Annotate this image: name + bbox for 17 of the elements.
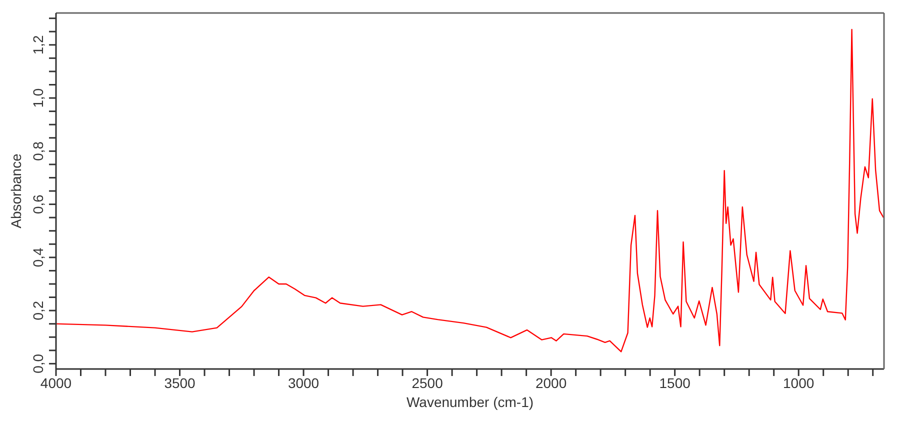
y-tick-label: 0,4 xyxy=(30,247,46,268)
y-axis-title: Absorbance xyxy=(8,153,24,228)
x-axis-title: Wavenumber (cm-1) xyxy=(406,394,534,410)
x-tick-label: 3500 xyxy=(164,374,196,391)
x-tick-label: 3000 xyxy=(288,374,320,391)
y-tick-label: 0,6 xyxy=(30,194,46,214)
line-series xyxy=(56,28,884,352)
x-tick-label: 1500 xyxy=(659,374,691,391)
x-tick-label: 2500 xyxy=(412,374,444,391)
x-tick-label: 1000 xyxy=(783,374,814,391)
y-tick-label: 1,0 xyxy=(30,88,46,108)
x-tick-label: 2000 xyxy=(535,374,567,391)
y-tick-label: 0,8 xyxy=(30,141,46,161)
y-tick-label: 0,0 xyxy=(30,354,46,374)
x-tick-label: 4000 xyxy=(40,374,72,391)
y-tick-label: 1,2 xyxy=(30,34,46,55)
y-tick-label: 0,2 xyxy=(30,300,46,320)
